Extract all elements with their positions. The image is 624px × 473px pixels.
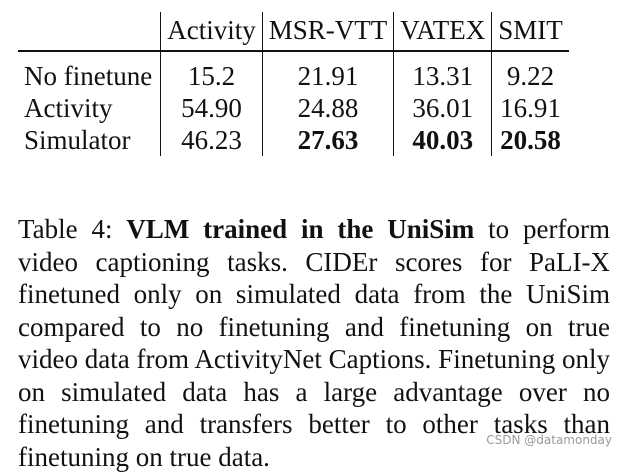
row-label-simulator: Simulator: [24, 125, 131, 155]
cell-value: 16.91: [491, 92, 569, 124]
col-header-smit: SMIT: [491, 12, 569, 51]
caption-bold-title: VLM trained in the UniSim: [126, 214, 475, 244]
cell-value: 13.31: [393, 51, 492, 92]
col-header-activity: Activity: [160, 12, 263, 51]
table-row: Simulator 46.23 27.63 40.03 20.58: [18, 124, 569, 156]
caption-body: to perform video captioning tasks. CIDEr…: [18, 214, 610, 472]
corner-cell: [18, 12, 161, 51]
cell-value-best: 27.63: [261, 124, 394, 156]
cell-value: 54.90: [160, 92, 263, 124]
cell-value: 46.23: [160, 124, 263, 156]
table-row: Activity 54.90 24.88 36.01 16.91: [18, 92, 569, 124]
cell-value: 21.91: [261, 51, 394, 92]
cell-value: 15.2: [160, 51, 263, 92]
col-header-vatex: VATEX: [393, 12, 492, 51]
row-label-no-finetune: No finetune: [24, 61, 153, 91]
cell-value-best: 20.58: [491, 124, 569, 156]
watermark: CSDN @datamonday: [486, 433, 612, 447]
cell-value: 24.88: [261, 92, 394, 124]
table-row: No finetune 15.2 21.91 13.31 9.22: [18, 51, 569, 92]
cell-value-best: 40.03: [393, 124, 492, 156]
col-header-msr-vtt: MSR-VTT: [261, 12, 394, 51]
row-label-activity: Activity: [24, 93, 113, 123]
table-caption: Table 4: VLM trained in the UniSim to pe…: [18, 213, 610, 473]
cell-value: 36.01: [393, 92, 492, 124]
results-table: Activity MSR-VTT VATEX SMIT No finetune …: [18, 12, 569, 156]
cell-value: 9.22: [491, 51, 569, 92]
header-row: Activity MSR-VTT VATEX SMIT: [18, 12, 569, 51]
caption-prefix: Table 4:: [18, 214, 127, 244]
